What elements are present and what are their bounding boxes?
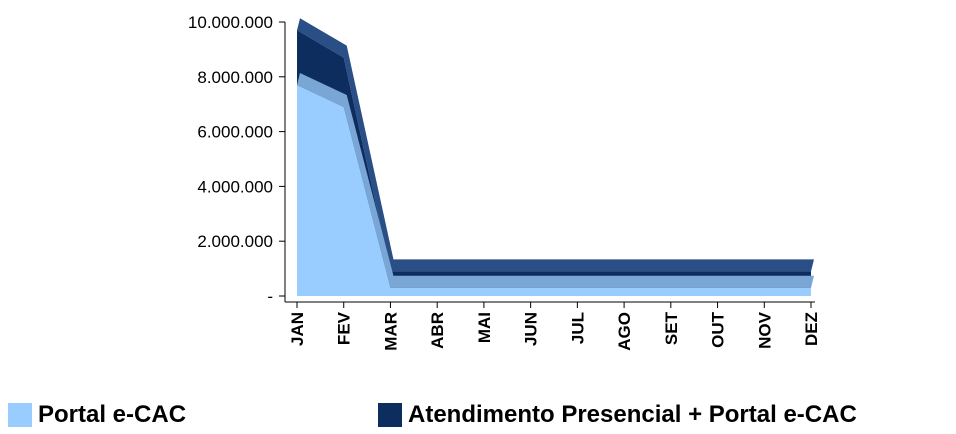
y-axis-tick-labels: - 2.000.000 4.000.000 6.000.000 8.000.000 10.… xyxy=(188,13,273,306)
series-areas xyxy=(296,18,814,297)
y-tick-label: 4.000.000 xyxy=(197,177,273,196)
y-tick-label: 8.000.000 xyxy=(197,68,273,87)
x-tick-label-ago: AGO xyxy=(615,312,634,351)
legend-swatch-atendimento-presencial xyxy=(378,403,402,427)
legend-label-portal-ecac: Portal e-CAC xyxy=(38,401,187,428)
y-tick-label: - xyxy=(267,287,273,306)
axes xyxy=(279,21,815,308)
x-tick-label-jun: JUN xyxy=(522,312,541,346)
x-tick-label-nov: NOV xyxy=(755,311,774,349)
x-tick-label-set: SET xyxy=(662,311,681,345)
x-axis-tick-labels: JAN FEV MAR ABR MAI JUN JUL AGO SET OUT NOV DEZ xyxy=(288,311,821,350)
y-tick-label: 10.000.000 xyxy=(188,13,273,32)
x-tick-label-mai: MAI xyxy=(475,312,494,343)
area-portal-e-cac xyxy=(297,85,811,297)
x-tick-label-mar: MAR xyxy=(381,312,400,351)
x-tick-label-jan: JAN xyxy=(288,312,307,346)
legend-label-atendimento-presencial: Atendimento Presencial + Portal e-CAC xyxy=(408,401,857,428)
x-tick-label-out: OUT xyxy=(709,311,728,348)
legend-item-atendimento-presencial: Atendimento Presencial + Portal e-CAC xyxy=(378,400,857,430)
y-tick-label: 6.000.000 xyxy=(197,123,273,142)
y-tick-label: 2.000.000 xyxy=(197,232,273,251)
x-tick-label-jul: JUL xyxy=(568,312,587,344)
x-tick-label-fev: FEV xyxy=(335,311,354,345)
legend-item-portal-ecac: Portal e-CAC xyxy=(8,400,186,430)
area-chart: - 2.000.000 4.000.000 6.000.000 8.000.000 10.… xyxy=(188,13,821,351)
x-tick-label-dez: DEZ xyxy=(802,312,821,346)
x-tick-label-abr: ABR xyxy=(428,312,447,349)
legend-swatch-portal-ecac xyxy=(8,403,32,427)
